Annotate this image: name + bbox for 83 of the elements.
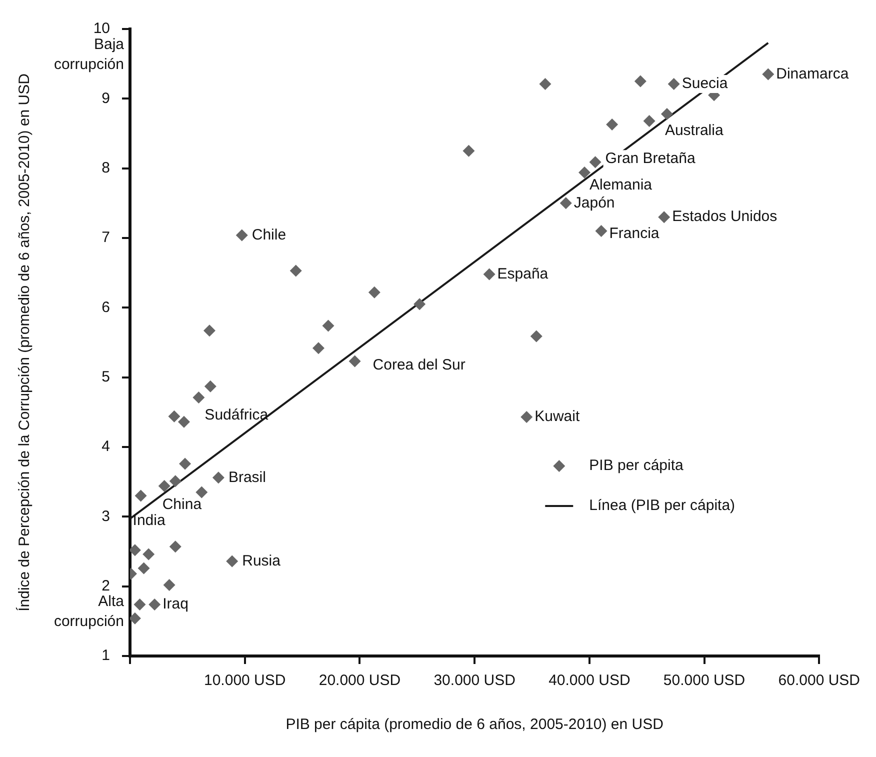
point bbox=[196, 486, 208, 498]
text: Baja corrupción bbox=[54, 36, 125, 74]
x-tick-label: 30.000 USD bbox=[434, 672, 516, 690]
point bbox=[560, 197, 572, 210]
point bbox=[290, 264, 302, 277]
point bbox=[226, 555, 238, 568]
point bbox=[158, 480, 170, 492]
point bbox=[169, 475, 182, 488]
y-tick-label: 5 bbox=[102, 368, 110, 386]
point bbox=[660, 108, 673, 120]
annotation: Francia bbox=[609, 225, 660, 242]
y-tick-label: 9 bbox=[102, 90, 110, 107]
annotation: Kuwait bbox=[534, 408, 580, 426]
point bbox=[130, 612, 141, 624]
point bbox=[148, 598, 161, 610]
point bbox=[762, 68, 774, 80]
y-tick-label: 8 bbox=[102, 159, 110, 176]
point bbox=[134, 598, 146, 610]
point bbox=[322, 320, 334, 332]
point bbox=[348, 355, 361, 368]
annotation: Rusia bbox=[242, 552, 282, 570]
point bbox=[130, 544, 141, 556]
point bbox=[595, 225, 608, 238]
point bbox=[192, 392, 205, 404]
point bbox=[578, 166, 590, 179]
y-axis-title: Índice de Percepción de la Corrupción (promedio de 6 años, 2005-2010) en USD bbox=[15, 73, 34, 612]
annotation: Japón bbox=[574, 194, 615, 212]
y-tick-label: 7 bbox=[102, 229, 110, 246]
y-tick-label: 10 bbox=[93, 20, 110, 38]
annotation: Brasil bbox=[228, 468, 266, 486]
legend-label: Línea (PIB per cápita) bbox=[589, 497, 736, 514]
annotation: Estados Unidos bbox=[672, 208, 778, 226]
point bbox=[142, 548, 155, 560]
text: Alta corrupción bbox=[54, 593, 125, 630]
point bbox=[236, 229, 248, 242]
point bbox=[134, 490, 147, 502]
y-tick-label: 6 bbox=[102, 298, 110, 316]
y-tick-label: 1 bbox=[102, 647, 110, 664]
x-tick-label: 10.000 USD bbox=[204, 672, 286, 690]
point bbox=[520, 411, 533, 424]
point bbox=[462, 144, 475, 157]
annotation: India bbox=[132, 512, 166, 529]
annotation: Australia bbox=[664, 122, 724, 140]
annotation: Chile bbox=[252, 226, 286, 244]
point bbox=[204, 380, 216, 392]
point bbox=[589, 156, 602, 168]
annotation: Dinamarca bbox=[776, 65, 850, 82]
point bbox=[169, 540, 182, 553]
annotation: Sudáfrica bbox=[204, 406, 269, 424]
point bbox=[530, 330, 542, 342]
x-tick-label: 60.000 USD bbox=[778, 672, 860, 690]
point bbox=[606, 118, 618, 130]
y-tick-label: 2 bbox=[102, 577, 110, 594]
x-axis-title: PIB per cápita (promedio de 6 años, 2005-2010) en USD bbox=[286, 716, 664, 734]
x-tick-label: 50.000 USD bbox=[663, 672, 746, 690]
point bbox=[368, 286, 380, 298]
point bbox=[312, 342, 324, 354]
legend-label: PIB per cápita bbox=[589, 457, 684, 474]
annotation: China bbox=[162, 496, 202, 514]
point bbox=[203, 324, 216, 337]
annotation: España bbox=[497, 265, 549, 282]
x-tick-label: 40.000 USD bbox=[548, 672, 630, 690]
point bbox=[668, 78, 680, 90]
point bbox=[168, 410, 180, 422]
annotation: Suecia bbox=[682, 75, 728, 92]
y-tick-label: 3 bbox=[102, 508, 110, 525]
point bbox=[539, 78, 552, 90]
annotation: Alemania bbox=[589, 176, 653, 194]
point bbox=[483, 268, 496, 280]
point bbox=[163, 578, 176, 591]
point bbox=[658, 211, 670, 224]
point bbox=[212, 472, 224, 484]
point bbox=[179, 458, 192, 470]
point bbox=[138, 562, 150, 574]
x-tick-label: 20.000 USD bbox=[318, 672, 401, 690]
point bbox=[634, 75, 646, 88]
annotation: Gran Bretaña bbox=[605, 150, 696, 168]
point bbox=[178, 416, 190, 428]
point bbox=[643, 114, 656, 127]
point bbox=[414, 298, 426, 310]
annotation: Iraq bbox=[162, 596, 188, 613]
y-tick-label: 4 bbox=[102, 438, 110, 456]
annotation: Corea del Sur bbox=[372, 356, 466, 374]
